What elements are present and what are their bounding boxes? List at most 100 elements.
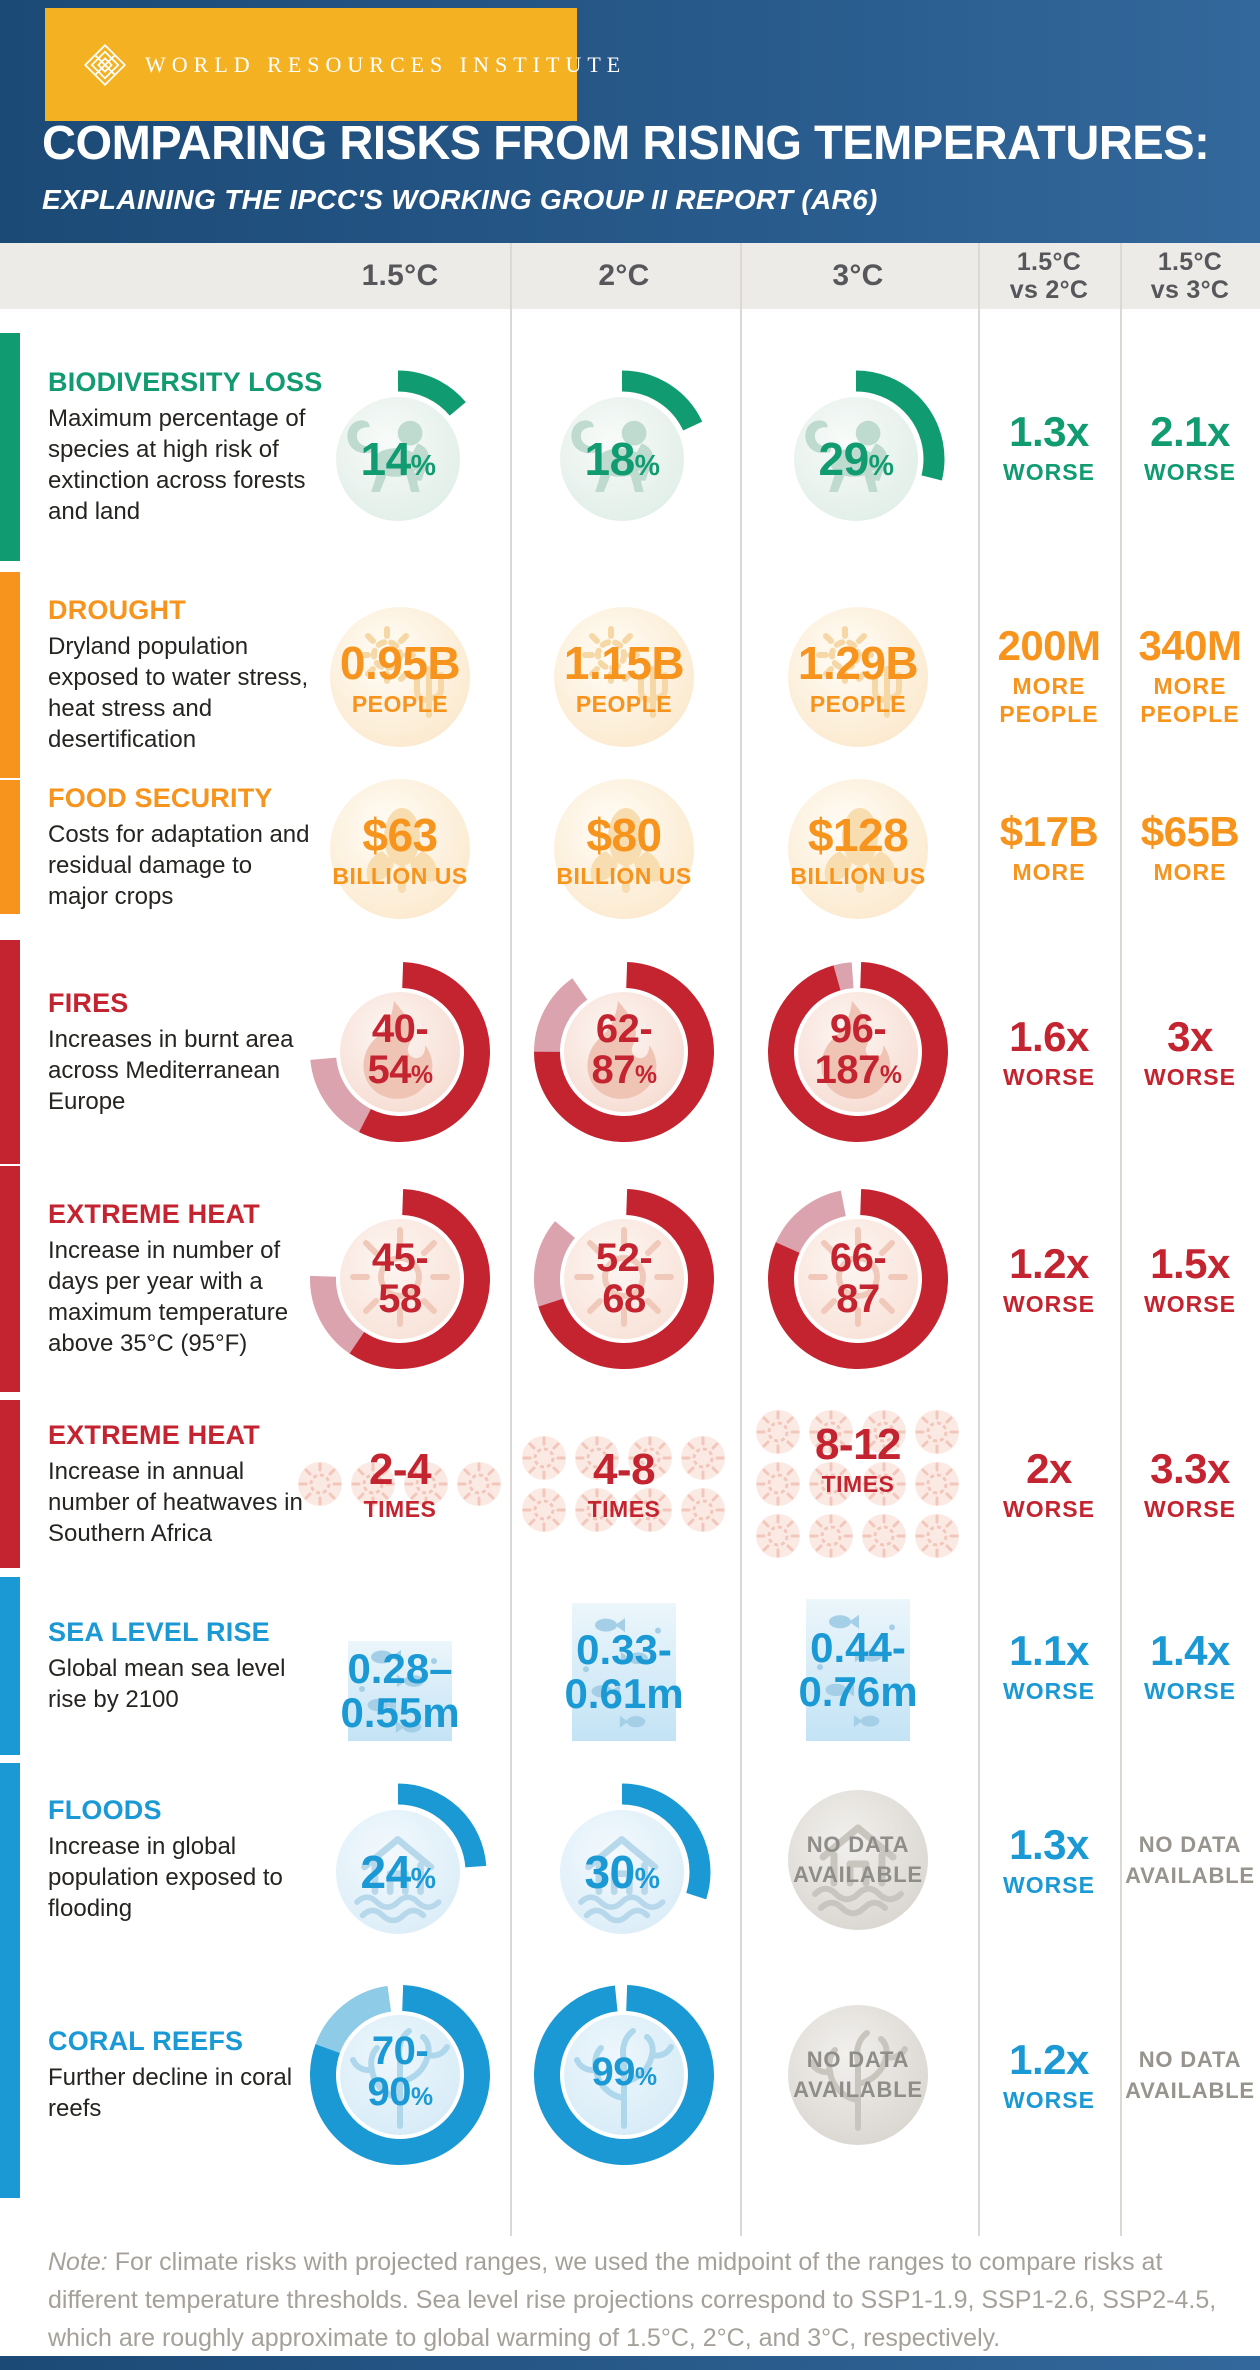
value-cell-1-5c: 45- 58 [300,1179,500,1379]
heatwave-sun-grid-icon [756,1410,959,1558]
column-header-1-5c-vs-3c: 1.5°C vs 3°C [1151,243,1230,309]
value-cell-3c: 66- 87 [758,1179,958,1379]
category-description: Costs for adaptation and residual damage… [48,820,310,910]
value-cell-2c: 18% [529,349,719,545]
column-header-band [0,243,1260,309]
row-fires-3: FIRES Increases in burnt area across Med… [0,940,1260,1164]
row-extreme-heat-5: EXTREME HEAT Increase in annual number o… [0,1400,1260,1568]
value-cell-1-5c: 0.28– 0.55m [325,1591,475,1741]
comparison-cell-1-5c-vs-2c: $17B MORE [999,808,1099,885]
comparison-cell-1-5c-vs-3c: $65B MORE [1140,808,1240,885]
corn-icon [590,808,662,893]
value-cell-3c: 29% [763,349,953,545]
no-data-cell-3c: NO DATA AVAILABLE [783,1785,933,1935]
value-cell-2c: 0.33- 0.61m [549,1591,699,1741]
sea-level-water-icon [348,1641,452,1741]
row-label: SEA LEVEL RISE Global mean sea level ris… [48,1577,316,1755]
value-cell-3c: 1.29B PEOPLE [783,593,933,757]
sun-icon [808,1227,908,1327]
category-color-bar [0,572,20,778]
category-color-bar [0,1166,20,1392]
row-label: FIRES Increases in burnt area across Med… [48,940,316,1164]
sea-level-water-icon [572,1603,676,1741]
category-color-bar [0,1400,20,1568]
value-cell-2c: 62- 87% [524,952,724,1152]
column-label: 1.5°C [1016,248,1082,276]
category-description: Increase in annual number of heatwaves i… [48,1457,303,1547]
comparison-cell-1-5c-vs-2c: 1.1x WORSE [1003,1627,1095,1704]
house-icon [354,1835,442,1923]
category-color-bar [0,1763,20,1956]
comparison-cell-1-5c-vs-3c: NO DATA AVAILABLE [1125,1831,1255,1888]
masthead: WORLD RESOURCES INSTITUTE COMPARING RISK… [0,0,1260,243]
comparison-cell-1-5c-vs-2c: 1.3x WORSE [1003,1820,1095,1898]
value-cell-3c: $128 BILLION US [783,765,933,929]
value-cell-3c: 96- 187% [758,952,958,1152]
page-title: COMPARING RISKS FROM RISING TEMPERATURES… [42,117,1210,170]
column-divider [740,243,742,2236]
coral-icon [574,2027,674,2129]
category-title: CORAL REEFS [48,2025,244,2056]
column-header-1-5c-vs-2c: 1.5°C vs 2°C [1010,243,1089,309]
value-cell-2c: 4-8 TIMES [517,1430,731,1538]
corn-icon [824,808,896,893]
row-drought-1: DROUGHT Dryland population exposed to wa… [0,572,1260,778]
category-title: DROUGHT [48,595,186,625]
category-title: FOOD SECURITY [48,782,273,813]
category-color-bar [0,780,20,914]
value-cell-1-5c: 14% [305,349,495,545]
page-subtitle: EXPLAINING THE IPCC'S WORKING GROUP II R… [42,184,878,215]
drought-icon [358,626,444,718]
comparison-cell-1-5c-vs-2c: 200M MORE PEOPLE [997,622,1101,727]
wri-logo-text: WORLD RESOURCES INSTITUTE [145,51,627,77]
category-color-bar [0,1951,20,2198]
row-label: FLOODS Increase in global population exp… [48,1763,316,1956]
column-label: 3°C [832,259,884,292]
comparison-cell-1-5c-vs-3c: NO DATA AVAILABLE [1125,2046,1255,2103]
corn-icon [366,808,438,893]
comparison-cell-1-5c-vs-3c: 3x WORSE [1144,1013,1236,1090]
value-cell-1-5c: 2-4 TIMES [293,1445,507,1522]
flame-icon [821,1001,891,1099]
column-label: 1.5°C [361,259,439,292]
value-cell-2c: 30% [529,1762,719,1958]
row-floods-7: FLOODS Increase in global population exp… [0,1762,1260,1958]
category-title: FIRES [48,987,129,1018]
row-label: CORAL REEFS Further decline in coral ree… [48,1951,316,2198]
row-label: FOOD SECURITY Costs for adaptation and r… [48,780,316,914]
heatwave-sun-grid-icon [298,1462,501,1506]
house-icon [812,1824,904,1916]
row-label: BIODIVERSITY LOSS Maximum percentage of … [48,333,323,561]
row-food-security-2: FOOD SECURITY Costs for adaptation and r… [0,779,1260,919]
wri-diamond-logo-icon [83,43,127,87]
category-description: Increases in burnt area across Mediterra… [48,1025,294,1115]
category-description: Increase in global population exposed to… [48,1833,283,1922]
category-title: BIODIVERSITY LOSS [48,367,323,397]
monkey-icon [347,420,429,492]
row-label: EXTREME HEAT Increase in number of days … [48,1166,316,1392]
comparison-cell-1-5c-vs-3c: 340M MORE PEOPLE [1138,622,1242,727]
footer-bar [0,2356,1260,2370]
column-label: 2°C [598,259,650,292]
comparison-cell-1-5c-vs-2c: 1.2x WORSE [1003,1240,1095,1317]
footnote: Note: For climate risks with projected r… [48,2243,1220,2357]
category-color-bar [0,940,20,1164]
monkey-icon [805,420,887,492]
column-label-line2: vs 2°C [1009,276,1089,304]
heatwave-sun-grid-icon [522,1436,725,1532]
category-color-bar [0,333,20,561]
value-cell-1-5c: 0.95B PEOPLE [325,593,475,757]
footnote-body: For climate risks with projected ranges,… [48,2248,1217,2352]
drought-icon [582,626,668,718]
value-cell-1-5c: $63 BILLION US [325,765,475,929]
column-label: 1.5°C [1157,248,1223,276]
sea-level-water-icon [806,1599,910,1741]
category-description: Further decline in coral reefs [48,2063,293,2122]
value-cell-3c: 0.44- 0.76m [783,1591,933,1741]
column-divider [1120,243,1122,2236]
row-biodiversity-loss-0: BIODIVERSITY LOSS Maximum percentage of … [0,333,1260,561]
category-color-bar [0,1577,20,1755]
value-cell-1-5c: 70- 90% [300,1975,500,2175]
monkey-icon [571,420,653,492]
